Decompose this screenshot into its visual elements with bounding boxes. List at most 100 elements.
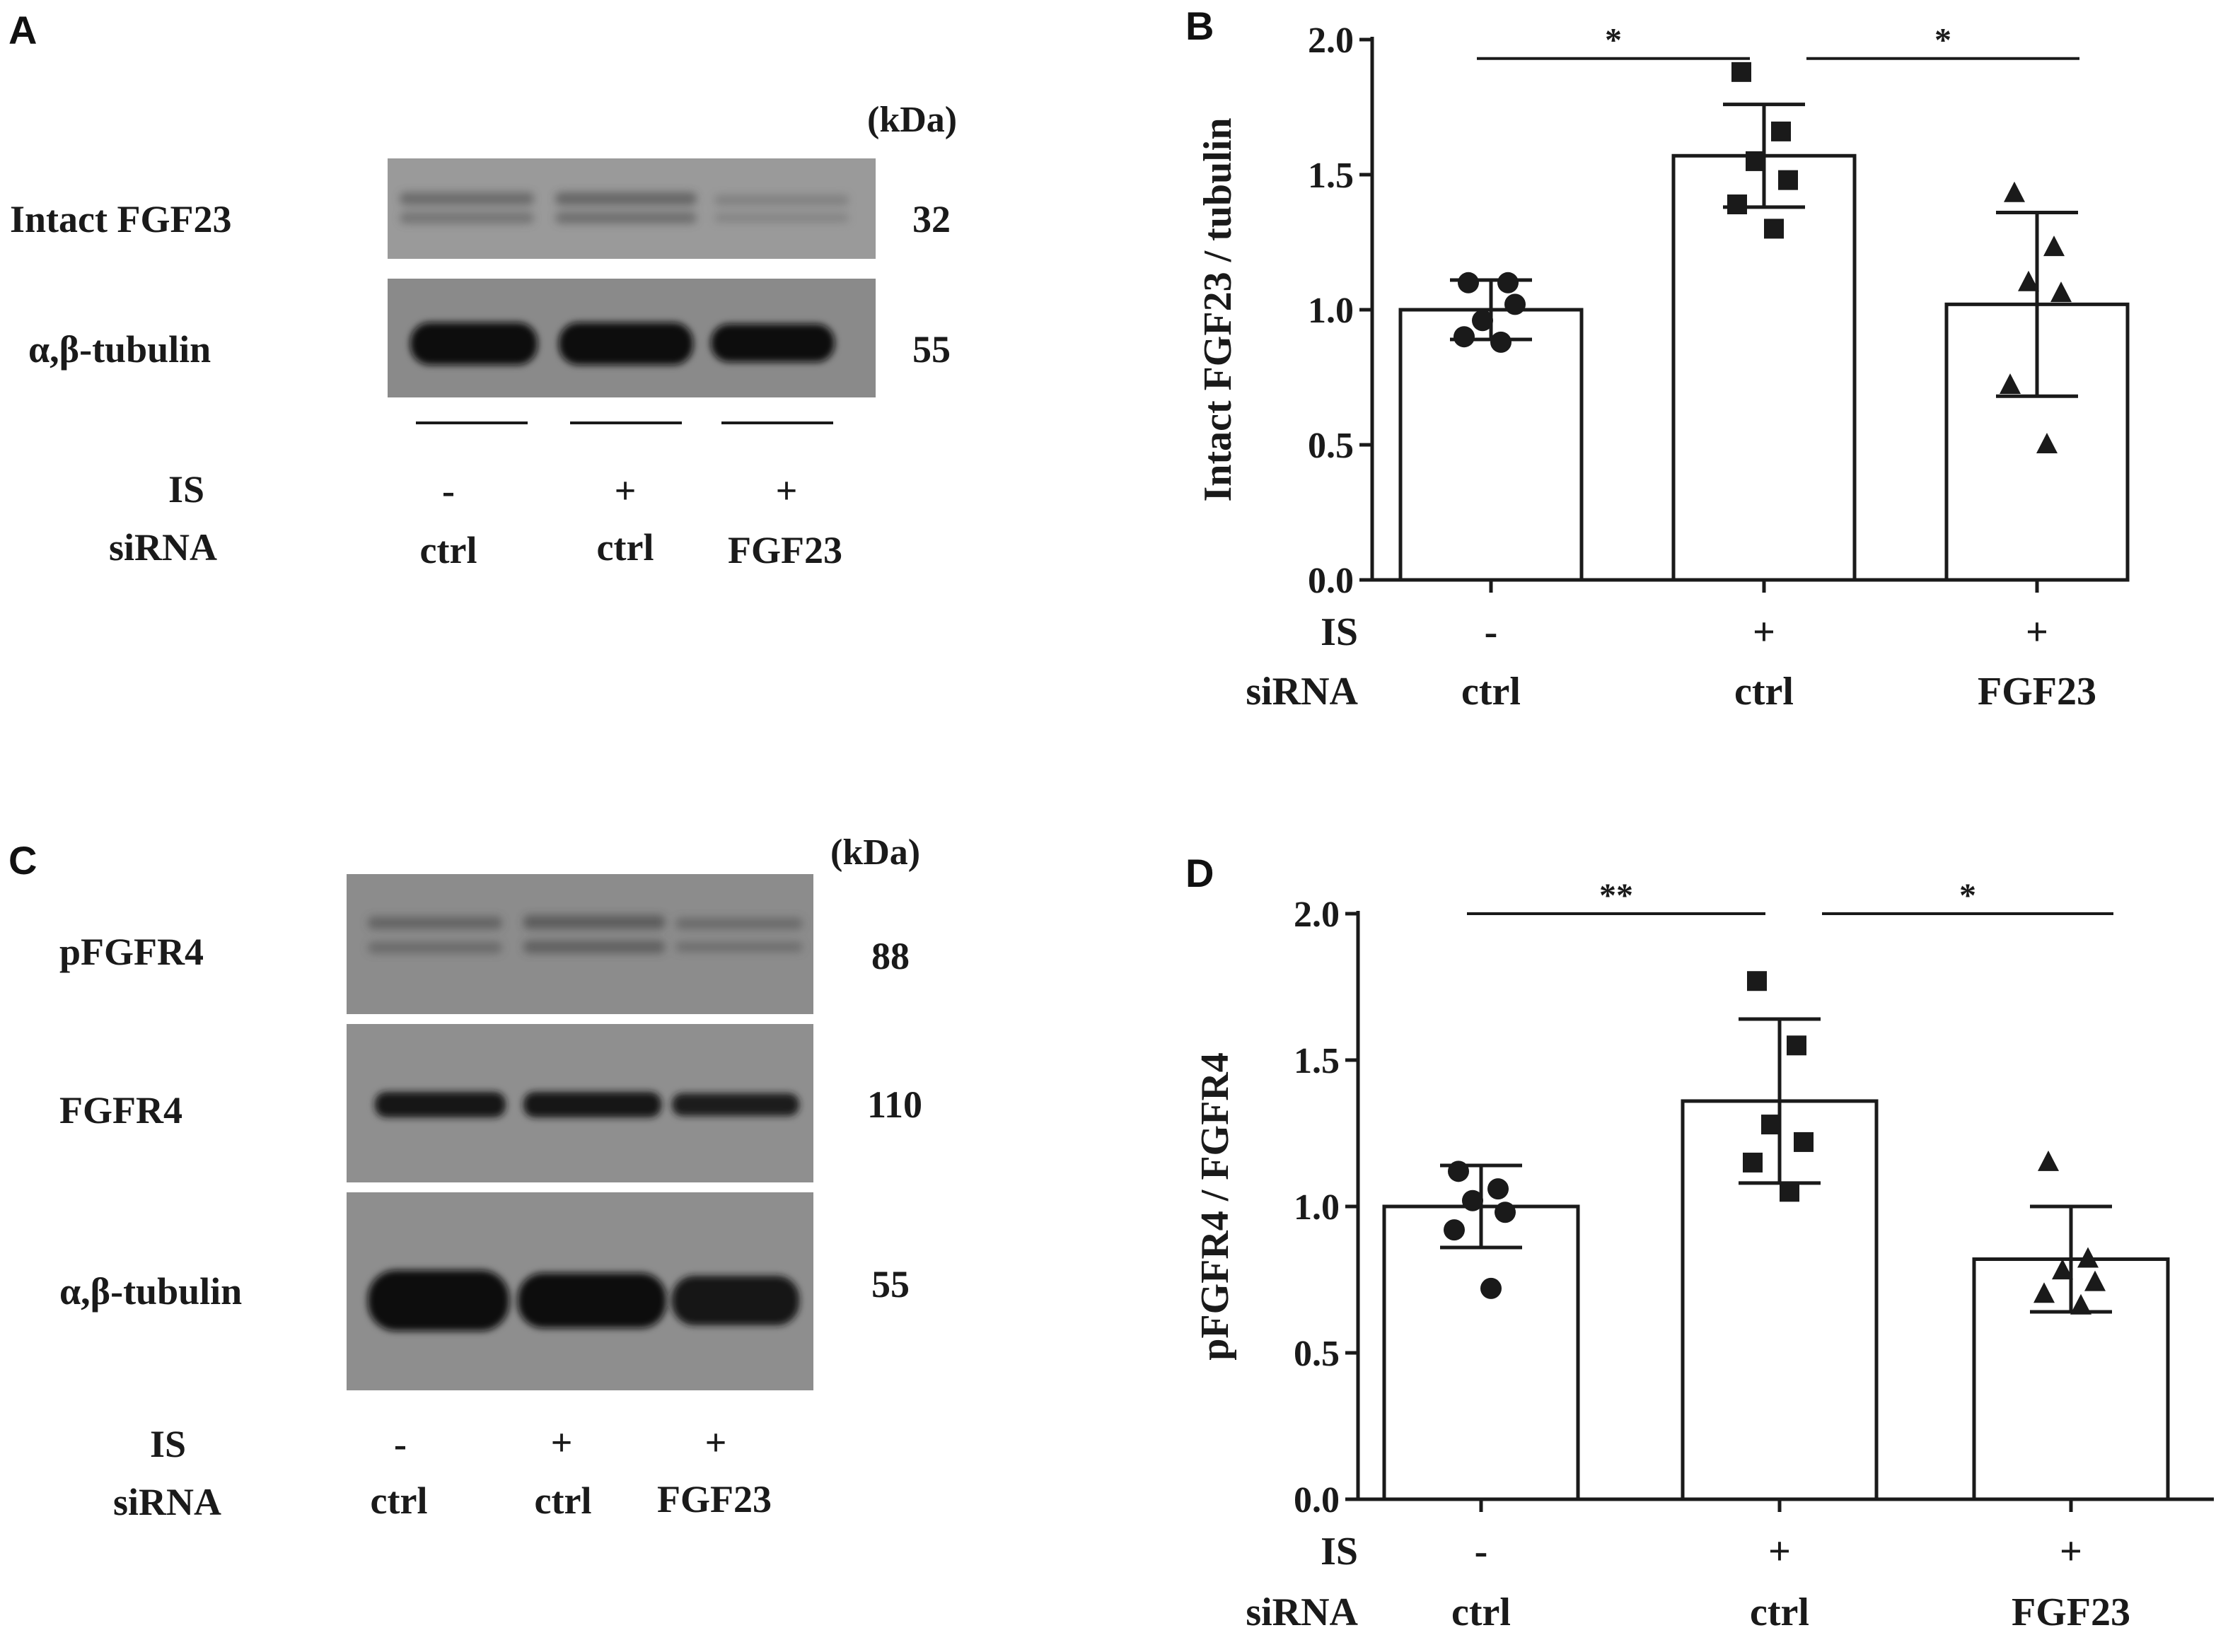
data-point-circle xyxy=(1497,272,1519,293)
band xyxy=(672,1276,799,1325)
significance-label: * xyxy=(1934,22,1951,59)
x-category-sirna: FGF23 xyxy=(2012,1590,2130,1634)
data-point-square xyxy=(1746,151,1765,171)
band xyxy=(375,1092,506,1117)
panel-letter-b: B xyxy=(1185,4,1214,48)
data-point-circle xyxy=(1490,331,1512,353)
data-point-square xyxy=(1747,971,1767,991)
row-label-is-c: IS xyxy=(150,1423,186,1465)
data-point-square xyxy=(1787,1035,1806,1056)
row-label-is: IS xyxy=(1321,610,1358,654)
panel-c: C (kDa) pFGFR4 88 FGFR4 1 xyxy=(8,832,922,1523)
bar xyxy=(1382,1204,1580,1501)
data-point-triangle xyxy=(2038,1150,2059,1171)
y-tick-label: 1.0 xyxy=(1308,291,1354,331)
blot-intact-fgf23 xyxy=(388,158,876,259)
data-point-square xyxy=(1743,1152,1763,1173)
band-label-tubulin-a: α,β-tubulin xyxy=(28,328,211,371)
x-category-sirna: ctrl xyxy=(1750,1590,1809,1634)
y-tick-label: 2.0 xyxy=(1308,21,1354,61)
data-point-triangle xyxy=(2033,1282,2055,1303)
row-label-is: IS xyxy=(1321,1530,1358,1574)
blot-pfgfr4 xyxy=(347,874,813,1014)
data-point-square xyxy=(1794,1132,1814,1152)
chart-d: pFGFR4 / FGFR4 0.0 0.5 1.0 1.5 2.0 - ctrl + ctrl +… xyxy=(1193,877,2214,1634)
significance-label: ** xyxy=(1599,877,1633,914)
data-point-triangle xyxy=(2043,235,2065,257)
band xyxy=(555,192,697,205)
x-category-is: + xyxy=(1753,610,1775,654)
band xyxy=(714,195,849,205)
lane-1-sirna: ctrl xyxy=(371,1479,428,1522)
data-point-circle xyxy=(1448,1161,1469,1182)
data-point-square xyxy=(1778,170,1798,190)
y-tick-label: 1.5 xyxy=(1294,1041,1340,1081)
kda-value-55: 55 xyxy=(871,1263,910,1305)
row-label-is-a: IS xyxy=(168,468,204,511)
band xyxy=(711,324,835,362)
x-category-sirna: ctrl xyxy=(1451,1590,1511,1634)
kda-value-110: 110 xyxy=(867,1083,922,1126)
chart-b: Intact FGF23 / tubulin 0.0 0.5 1.0 1.5 2.0 - ct… xyxy=(1196,21,2130,714)
data-point-triangle xyxy=(2070,1293,2091,1315)
band xyxy=(410,322,538,365)
band xyxy=(523,1092,661,1117)
kda-value-32: 32 xyxy=(912,198,951,240)
lane-3-is: + xyxy=(705,1421,727,1464)
y-tick-label: 1.0 xyxy=(1294,1187,1340,1228)
band xyxy=(559,322,693,365)
band-label-fgfr4: FGFR4 xyxy=(59,1089,182,1132)
data-point-circle xyxy=(1458,272,1479,293)
data-point-triangle xyxy=(2050,281,2072,303)
panel-letter-c: C xyxy=(8,838,37,883)
y-tick-label: 0.0 xyxy=(1308,561,1354,601)
panel-letter-d: D xyxy=(1185,851,1214,895)
data-point-square xyxy=(1780,1182,1799,1202)
data-point-triangle xyxy=(2004,181,2025,202)
x-category-is: + xyxy=(2060,1530,2082,1574)
band-label-pfgfr4: pFGFR4 xyxy=(59,931,204,973)
data-point-circle xyxy=(1480,1277,1502,1299)
y-tick-label: 0.0 xyxy=(1294,1480,1340,1520)
lane-2-is: + xyxy=(551,1421,573,1464)
data-point-circle xyxy=(1444,1219,1465,1241)
data-point-circle xyxy=(1495,1202,1516,1223)
band-label-intact-fgf23: Intact FGF23 xyxy=(10,198,231,240)
band xyxy=(672,1093,799,1116)
lane-3-sirna: FGF23 xyxy=(728,529,842,571)
band xyxy=(368,942,502,953)
data-point-triangle xyxy=(2077,1247,2099,1268)
lane-1-sirna: ctrl xyxy=(420,529,477,571)
lane-2-sirna: ctrl xyxy=(535,1479,592,1522)
band-label-tubulin-c: α,β-tubulin xyxy=(59,1270,242,1313)
y-tick-label: 0.5 xyxy=(1294,1334,1340,1374)
band xyxy=(714,214,849,222)
y-axis-title: pFGFR4 / FGFR4 xyxy=(1193,1052,1237,1361)
data-point-circle xyxy=(1472,310,1493,332)
data-point-triangle xyxy=(2018,270,2039,291)
panel-d: D pFGFR4 / FGFR4 0.0 0.5 1.0 1.5 2.0 - ctrl + ctr… xyxy=(1185,851,2214,1634)
data-point-square xyxy=(1727,194,1747,215)
row-label-sirna: siRNA xyxy=(1246,1590,1358,1634)
panel-a: A (kDa) Intact FGF23 32 α,β- xyxy=(8,8,957,571)
data-point-circle xyxy=(1462,1189,1483,1211)
data-point-circle xyxy=(1504,293,1526,315)
lane-2-sirna: ctrl xyxy=(597,526,654,569)
row-label-sirna: siRNA xyxy=(1246,670,1358,714)
lane-3-sirna: FGF23 xyxy=(657,1478,772,1520)
band xyxy=(368,917,502,929)
data-point-triangle xyxy=(2036,433,2058,453)
x-category-is: + xyxy=(1768,1530,1791,1574)
panel-letter-a: A xyxy=(8,8,37,52)
band xyxy=(368,1270,509,1331)
band xyxy=(555,212,697,223)
lane-3-is: + xyxy=(776,470,798,512)
band xyxy=(523,941,665,953)
x-category-is: - xyxy=(1475,1530,1488,1574)
y-tick-label: 2.0 xyxy=(1294,895,1340,935)
data-point-square xyxy=(1771,121,1791,141)
kda-unit-label: (kDa) xyxy=(830,832,920,873)
x-category-is: - xyxy=(1485,610,1498,654)
lane-1-is: - xyxy=(394,1423,407,1465)
data-point-triangle xyxy=(2084,1270,2106,1291)
